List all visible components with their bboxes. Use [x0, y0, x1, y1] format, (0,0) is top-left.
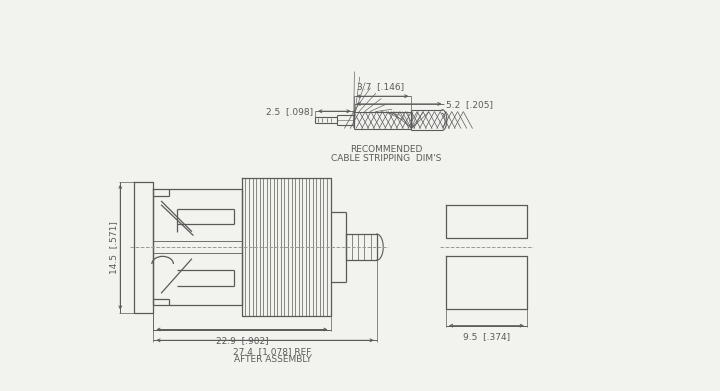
- Text: AFTER ASSEMBLY: AFTER ASSEMBLY: [234, 355, 312, 364]
- Text: 5.2  [.205]: 5.2 [.205]: [446, 100, 493, 109]
- Text: 9.5  [.374]: 9.5 [.374]: [463, 333, 510, 342]
- Text: CABLE STRIPPING  DIM'S: CABLE STRIPPING DIM'S: [330, 154, 441, 163]
- Text: 22.9  [.902]: 22.9 [.902]: [215, 336, 269, 345]
- Text: 2.5  [.098]: 2.5 [.098]: [266, 107, 312, 116]
- Text: 3.7  [.146]: 3.7 [.146]: [357, 82, 405, 91]
- Text: RECOMMENDED: RECOMMENDED: [350, 145, 422, 154]
- Text: 27.4  [1.078] REF.: 27.4 [1.078] REF.: [233, 347, 312, 356]
- Text: 14.5  [.571]: 14.5 [.571]: [109, 221, 118, 274]
